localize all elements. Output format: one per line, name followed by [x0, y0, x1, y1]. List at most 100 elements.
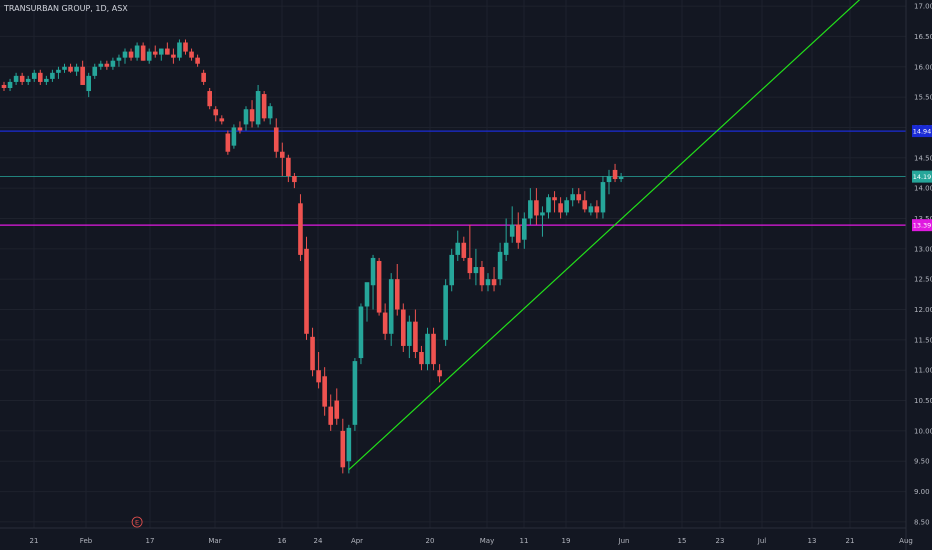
candle-body — [534, 200, 539, 216]
x-tick-label: Mar — [208, 537, 221, 545]
candle-body — [503, 242, 509, 255]
candle-body — [425, 333, 430, 365]
candle-body — [292, 176, 297, 183]
y-tick-label: 12.00 — [914, 306, 932, 314]
trendline[interactable] — [348, 0, 869, 471]
candle-body — [273, 127, 279, 152]
candle-body — [134, 45, 140, 58]
candle-body — [98, 63, 104, 67]
candle-body — [431, 333, 436, 365]
candle-body — [316, 370, 321, 383]
candle-body — [116, 57, 122, 61]
candle-body — [38, 72, 43, 82]
x-tick-label: 19 — [562, 537, 571, 545]
candle-body — [570, 194, 575, 201]
candle-body — [606, 176, 612, 183]
earnings-event-label: E — [135, 519, 139, 527]
candle-body — [261, 94, 267, 119]
candle-body — [255, 91, 261, 125]
candle-body — [407, 321, 412, 346]
x-tick-label: Apr — [351, 537, 363, 545]
candle-body — [364, 282, 370, 307]
candle-body — [19, 75, 25, 82]
candle-body — [140, 45, 146, 61]
candle-body — [189, 51, 194, 58]
candle-body — [564, 200, 569, 213]
candle-body — [588, 206, 594, 213]
candle-body — [159, 48, 164, 55]
candle-body — [443, 285, 448, 340]
candle-body — [340, 430, 346, 468]
candle-body — [56, 69, 61, 73]
candle-body — [146, 51, 152, 61]
y-tick-label: 13.00 — [914, 245, 932, 253]
candle-body — [352, 361, 358, 425]
candle-body — [50, 72, 55, 79]
y-tick-label: 12.50 — [914, 276, 932, 284]
y-tick-label: 8.50 — [914, 518, 930, 526]
y-tick-label: 10.00 — [914, 427, 932, 435]
x-tick-label: 23 — [716, 537, 725, 545]
candle-body — [376, 260, 382, 313]
y-tick-label: 16.00 — [914, 63, 932, 71]
candle-body — [449, 254, 454, 286]
y-tick-label: 16.50 — [914, 33, 932, 41]
candle-body — [249, 109, 255, 122]
price-label-bg — [912, 125, 932, 138]
candle-body — [183, 42, 188, 52]
candle-body — [237, 127, 243, 131]
candle-body — [177, 42, 182, 58]
candle-body — [370, 257, 376, 286]
candle-body — [207, 91, 212, 107]
candle-body — [546, 197, 551, 213]
y-tick-label: 14.50 — [914, 154, 932, 162]
candle-body — [528, 200, 533, 219]
candle-body — [13, 75, 19, 82]
grid — [0, 0, 907, 528]
candle-body — [522, 218, 527, 240]
price-label: 14.19 — [913, 173, 932, 181]
horizontal-lines — [0, 130, 906, 226]
candle-body — [298, 203, 303, 255]
candles — [1, 39, 624, 474]
time-axis[interactable]: 21 Feb 17 Mar 16 24 Apr 20 May 11 19 Jun 15 23 Jul 13 21… — [30, 537, 913, 545]
x-tick-label: 15 — [678, 537, 687, 545]
candle-body — [280, 151, 285, 158]
event-marker-layer[interactable]: E — [131, 516, 143, 528]
candle-body — [128, 51, 134, 58]
y-tick-label: 17.00 — [914, 3, 932, 11]
trendline-layer — [348, 0, 869, 471]
candle-body — [455, 242, 461, 255]
candle-body — [479, 267, 485, 286]
earnings-event-icon[interactable] — [131, 516, 143, 528]
candle-body — [225, 133, 231, 152]
x-tick-label: Aug — [899, 537, 913, 545]
candle-body — [497, 251, 503, 280]
candle-body — [7, 81, 13, 88]
candle-body — [219, 118, 225, 122]
candle-body — [152, 51, 158, 55]
candle-body — [576, 194, 582, 201]
candle-body — [618, 176, 624, 180]
candle-body — [346, 427, 352, 462]
candle-body — [304, 248, 309, 334]
candle-body — [74, 66, 79, 72]
price-label: 14.94 — [913, 128, 932, 136]
candle-body — [558, 203, 563, 213]
y-tick-label: 9.50 — [914, 458, 930, 466]
candle-body — [419, 352, 424, 365]
x-tick-label: 21 — [846, 537, 855, 545]
candle-body — [267, 106, 273, 119]
x-tick-label: Jul — [757, 537, 767, 545]
y-tick-label: 9.00 — [914, 488, 930, 496]
candle-body — [25, 78, 31, 82]
candle-body — [491, 279, 497, 286]
candle-body — [171, 54, 176, 58]
price-axis[interactable]: 17.0016.5016.0015.5015.0014.5014.0013.50… — [914, 3, 932, 527]
y-tick-label: 14.00 — [914, 185, 932, 193]
candle-body — [413, 321, 418, 352]
candle-body — [485, 279, 491, 286]
